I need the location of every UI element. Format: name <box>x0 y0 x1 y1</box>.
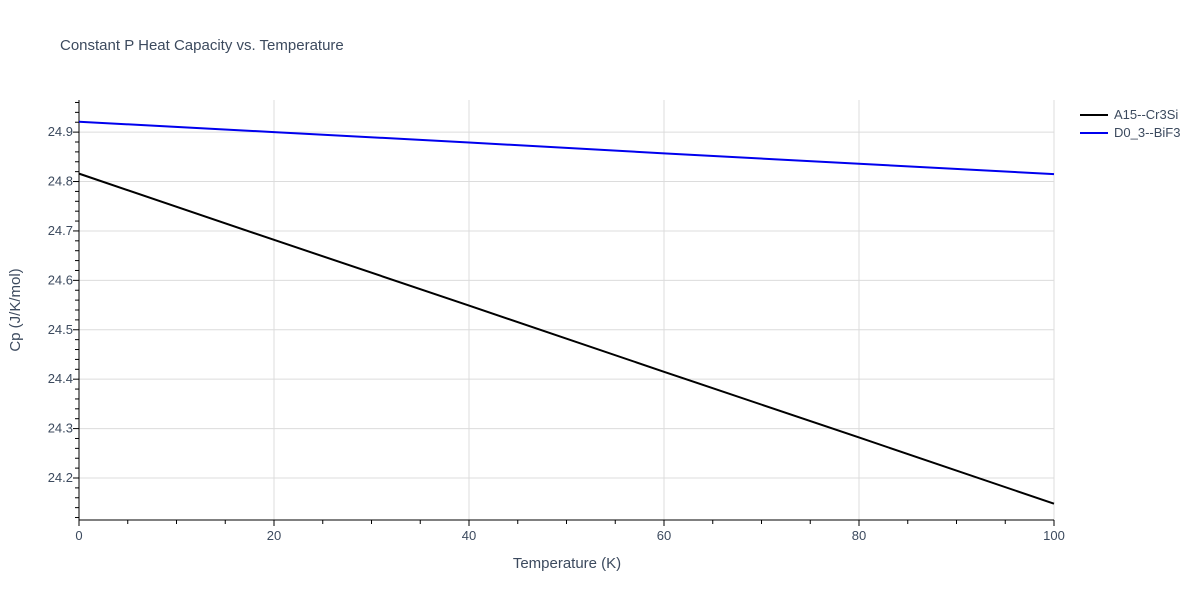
legend-label: D0_3--BiF3 <box>1114 125 1180 140</box>
y-axis-title: Cp (J/K/mol) <box>7 268 24 351</box>
y-tick-label: 24.4 <box>48 371 73 386</box>
y-tick-label: 24.6 <box>48 272 73 287</box>
grid <box>79 100 1055 520</box>
x-tick-label: 80 <box>852 528 866 543</box>
y-tick-label: 24.2 <box>48 470 73 485</box>
legend-item-2[interactable]: D0_3--BiF3 <box>1080 125 1180 140</box>
series-line-2 <box>78 120 1055 176</box>
y-tick-label: 24.8 <box>48 174 73 189</box>
y-tick-label: 24.5 <box>48 322 73 337</box>
x-tick-label: 0 <box>75 528 82 543</box>
y-tick-label: 24.7 <box>48 223 73 238</box>
y-tick-label: 24.3 <box>48 421 73 436</box>
x-tick-label: 100 <box>1043 528 1065 543</box>
chart-title: Constant P Heat Capacity vs. Temperature <box>60 37 344 54</box>
plot-area <box>78 120 1055 505</box>
x-tick-label: 40 <box>462 528 476 543</box>
y-tick-label: 24.9 <box>48 124 73 139</box>
legend[interactable]: A15--Cr3Si D0_3--BiF3 <box>1080 107 1180 140</box>
x-tick-label: 20 <box>267 528 281 543</box>
x-axis-title: Temperature (K) <box>513 555 621 572</box>
legend-item-1[interactable]: A15--Cr3Si <box>1080 107 1178 122</box>
axes: 0 20 40 60 80 100 24.2 24.3 24.4 24.5 24.6 24.7 24.8… <box>48 100 1065 543</box>
x-tick-label: 60 <box>657 528 671 543</box>
series-line-1 <box>78 172 1055 505</box>
legend-label: A15--Cr3Si <box>1114 107 1178 122</box>
